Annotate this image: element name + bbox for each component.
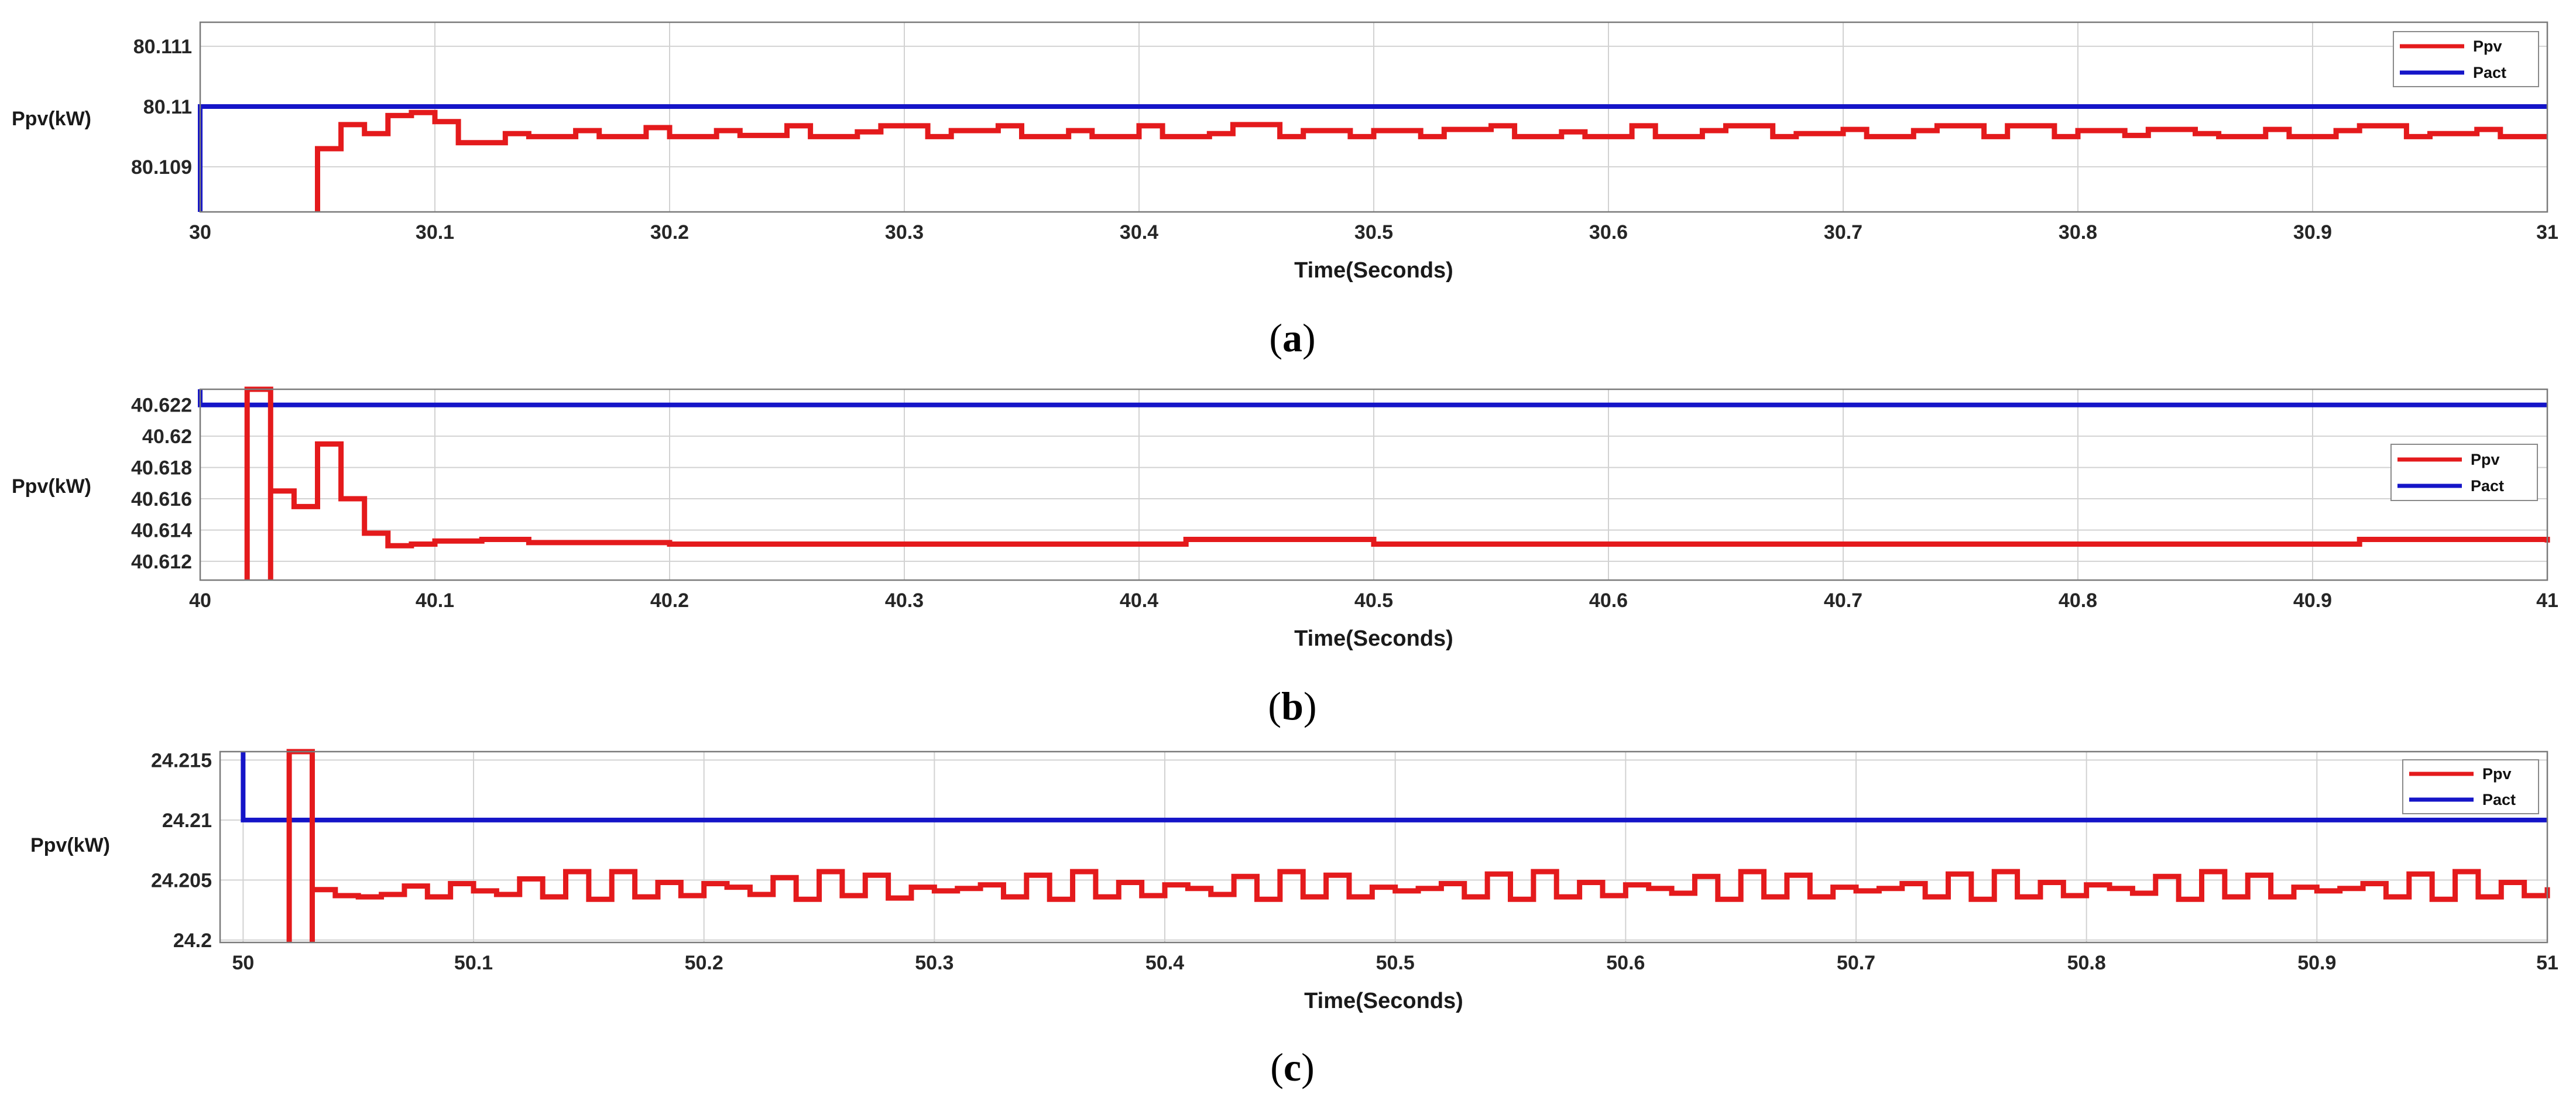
panel-a-legend: Ppv Pact xyxy=(2393,31,2539,87)
panel-b-xtick-7: 40.7 xyxy=(1824,589,1862,612)
panel-c-legend-ppv: Ppv xyxy=(2482,765,2512,783)
panel-c-legend-pact: Pact xyxy=(2482,791,2516,808)
panel-b-xlabel: Time(Seconds) xyxy=(1294,626,1453,651)
panel-b-ytick-4: 40.62 xyxy=(142,426,192,448)
panel-b-legend: Ppv Pact xyxy=(2390,444,2538,501)
panel-a-legend-box xyxy=(2393,31,2539,87)
panel-c-ytick-0: 24.2 xyxy=(173,930,212,952)
panel-c-xlabel: Time(Seconds) xyxy=(1304,989,1463,1013)
panel-c-ylabel: Ppv(kW) xyxy=(30,834,110,856)
panel-c-series-ppv-line xyxy=(286,749,2550,942)
panel-a-xlabel: Time(Seconds) xyxy=(1294,258,1453,283)
panel-a-frame xyxy=(199,21,2548,213)
panel-a-legend-ppv: Ppv xyxy=(2473,37,2502,55)
panel-c-series xyxy=(241,749,2550,942)
panel-a-xtick-0: 30 xyxy=(189,221,211,244)
panel-a-xtick-4: 30.4 xyxy=(1120,221,1158,244)
panel-a-xtick-10: 31 xyxy=(2536,221,2558,244)
panel-b-xtick-5: 40.5 xyxy=(1354,589,1393,612)
panel-c-xtick-8: 50.8 xyxy=(2067,952,2106,974)
panel-a: 30 30.1 30.2 30.3 30.4 30.5 30.6 30.7 30.8 30.9 31… xyxy=(12,21,2558,360)
panel-c-xtick-3: 50.3 xyxy=(915,952,953,974)
panel-a-caption: (a) xyxy=(1269,316,1315,360)
panel-b-ytick-0: 40.612 xyxy=(131,551,192,573)
panel-a-series-ppv-line xyxy=(315,109,2547,212)
panel-a-xtick-2: 30.2 xyxy=(650,221,689,244)
panel-c-frame xyxy=(219,750,2548,944)
panel-c-xtick-6: 50.6 xyxy=(1606,952,1645,974)
panel-c-ticks: 50 50.1 50.2 50.3 50.4 50.5 50.6 50.7 50.8 50.9 51… xyxy=(151,749,2558,974)
panel-b-legend-box xyxy=(2390,444,2538,501)
panel-c-grid xyxy=(220,752,2548,942)
panel-b-xtick-4: 40.4 xyxy=(1120,589,1158,612)
panel-b-legend-pact: Pact xyxy=(2471,477,2504,495)
panel-c-xtick-4: 50.4 xyxy=(1145,952,1184,974)
panel-c-caption: (c) xyxy=(1270,1045,1315,1089)
panel-b-ticks: 40 40.1 40.2 40.3 40.4 40.5 40.6 40.7 40.8 40.9 41… xyxy=(131,395,2558,612)
panel-c-ytick-2: 24.21 xyxy=(162,810,212,832)
panel-b-xtick-2: 40.2 xyxy=(650,589,689,612)
panel-a-xtick-3: 30.3 xyxy=(885,221,924,244)
panel-a-xtick-5: 30.5 xyxy=(1354,221,1393,244)
panel-b-xtick-10: 41 xyxy=(2536,589,2558,612)
panel-c-xtick-1: 50.1 xyxy=(454,952,493,974)
panel-a-xtick-9: 30.9 xyxy=(2293,221,2332,244)
panel-c-xtick-0: 50 xyxy=(232,952,254,974)
panel-a-xtick-8: 30.8 xyxy=(2059,221,2097,244)
panel-c-xtick-2: 50.2 xyxy=(685,952,723,974)
panel-b-caption: (b) xyxy=(1268,684,1316,728)
panel-c-xtick-9: 50.9 xyxy=(2297,952,2336,974)
panel-c-ytick-3: 24.215 xyxy=(151,749,212,772)
panel-b-grid xyxy=(200,389,2548,580)
panel-a-ytick-0: 80.109 xyxy=(131,156,192,179)
panel-a-xtick-6: 30.6 xyxy=(1589,221,1628,244)
panel-b: 40 40.1 40.2 40.3 40.4 40.5 40.6 40.7 40.8 40.9 41… xyxy=(12,386,2558,728)
panel-b-xtick-6: 40.6 xyxy=(1589,589,1628,612)
panel-b-ytick-5: 40.622 xyxy=(131,395,192,417)
panel-a-ytick-2: 80.111 xyxy=(133,36,192,58)
panel-a-ylabel: Ppv(kW) xyxy=(12,108,91,130)
panel-c-series-pact-line xyxy=(241,752,2547,822)
panel-b-ylabel: Ppv(kW) xyxy=(12,475,91,498)
panel-c: 50 50.1 50.2 50.3 50.4 50.5 50.6 50.7 50.8 50.9 51… xyxy=(30,749,2558,1089)
panel-c-legend-box xyxy=(2402,759,2539,814)
panel-b-frame xyxy=(199,388,2548,581)
panel-c-xtick-5: 50.5 xyxy=(1376,952,1415,974)
panel-b-ytick-2: 40.616 xyxy=(131,488,192,510)
panel-b-xtick-8: 40.8 xyxy=(2059,589,2097,612)
panel-a-legend-pact: Pact xyxy=(2473,64,2506,81)
panel-b-legend-ppv: Ppv xyxy=(2471,451,2500,468)
panel-b-ytick-3: 40.618 xyxy=(131,457,192,479)
panel-c-xtick-10: 51 xyxy=(2536,952,2558,974)
panel-a-xtick-1: 30.1 xyxy=(416,221,454,244)
panel-b-ytick-1: 40.614 xyxy=(131,519,192,541)
panel-a-grid xyxy=(200,22,2548,212)
panel-b-series-ppv-line xyxy=(244,386,2550,580)
panel-a-xtick-7: 30.7 xyxy=(1824,221,1862,244)
panel-b-xtick-9: 40.9 xyxy=(2293,589,2332,612)
panel-a-ytick-1: 80.11 xyxy=(143,96,192,118)
panel-a-ticks: 30 30.1 30.2 30.3 30.4 30.5 30.6 30.7 30.8 30.9 31… xyxy=(131,36,2558,244)
panel-b-xtick-0: 40 xyxy=(189,589,211,612)
panel-c-ytick-1: 24.205 xyxy=(151,869,212,892)
panel-c-xtick-7: 50.7 xyxy=(1837,952,1875,974)
panel-c-legend: Ppv Pact xyxy=(2402,759,2539,814)
panel-b-xtick-1: 40.1 xyxy=(416,589,454,612)
panel-b-xtick-3: 40.3 xyxy=(885,589,924,612)
